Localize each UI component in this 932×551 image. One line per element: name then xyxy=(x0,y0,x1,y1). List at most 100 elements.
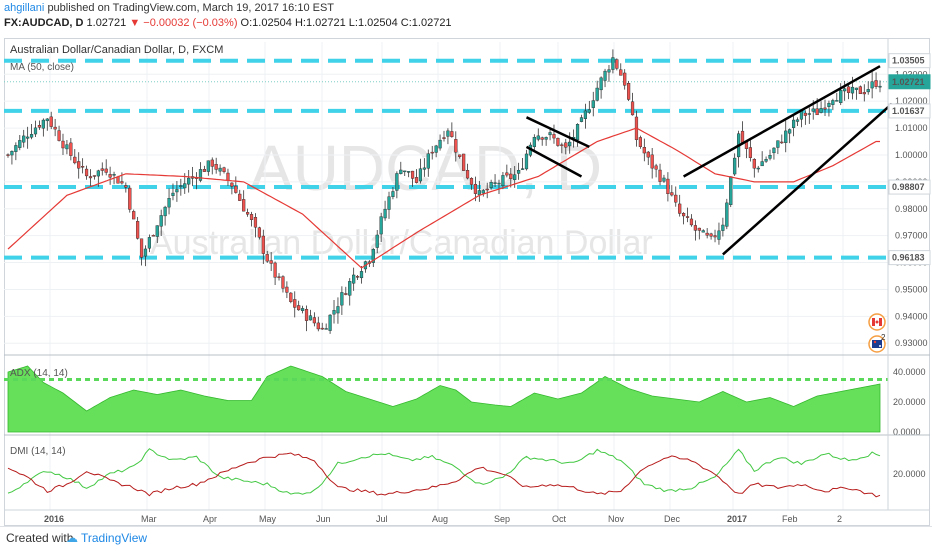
candle-body xyxy=(414,177,419,183)
candle-body xyxy=(587,109,591,113)
candle-body xyxy=(465,170,470,179)
time-tick-label: Aug xyxy=(432,514,448,524)
price-tick-label: 1.02000 xyxy=(895,96,928,106)
candle-body xyxy=(854,87,859,90)
candle-body xyxy=(96,170,100,177)
chart-canvas[interactable]: AUDCAD, D Australian Dollar/Canadian Dol… xyxy=(0,0,932,526)
price-tick-label: 1.03000 xyxy=(895,69,928,79)
candle-body xyxy=(607,69,611,73)
candle-body xyxy=(493,182,497,184)
candle-body xyxy=(446,130,450,137)
candle-body xyxy=(458,154,462,157)
candle-body xyxy=(407,171,411,173)
candle-body xyxy=(823,107,827,110)
candle-body xyxy=(77,161,81,169)
candle-body xyxy=(84,168,89,177)
candle-body xyxy=(575,124,580,141)
australia-flag-icon[interactable]: 2 xyxy=(868,333,886,353)
adx-pane xyxy=(4,365,888,433)
candle-body xyxy=(61,140,65,149)
time-tick-label: 2 xyxy=(837,514,842,524)
candle-body xyxy=(505,172,509,176)
trendline xyxy=(722,102,893,256)
candle-body xyxy=(375,234,379,248)
candle-body xyxy=(791,119,796,128)
candle-body xyxy=(136,221,140,239)
candle-body xyxy=(277,276,281,278)
time-tick-label: 2017 xyxy=(727,514,747,524)
candle-body xyxy=(297,305,301,311)
candle-body xyxy=(359,271,364,279)
candle-body xyxy=(422,167,426,170)
candle-body xyxy=(843,88,847,92)
candle-body xyxy=(53,126,57,130)
adx-legend[interactable]: ADX (14, 14) xyxy=(10,368,68,379)
candle-body xyxy=(772,147,776,154)
trendline xyxy=(682,65,881,178)
time-tick-label: Feb xyxy=(782,514,798,524)
candle-body xyxy=(73,156,77,164)
candle-body xyxy=(348,281,352,296)
level-price-tag xyxy=(888,250,931,266)
candle-body xyxy=(811,108,815,112)
candle-body xyxy=(210,159,214,167)
candle-body xyxy=(858,86,862,95)
author-link[interactable]: ahgillani xyxy=(4,2,45,14)
candle-body xyxy=(760,161,764,167)
candle-body xyxy=(693,225,697,231)
svg-text:2: 2 xyxy=(881,333,886,342)
candle-body xyxy=(870,81,874,89)
symbol[interactable]: FX:AUDCAD, D xyxy=(4,17,84,29)
candle-body xyxy=(509,173,513,179)
candle-body xyxy=(579,117,584,122)
time-tick-label: Sep xyxy=(494,514,510,524)
time-tick-label: Mar xyxy=(141,514,157,524)
canada-flag-icon[interactable] xyxy=(868,313,886,331)
candle-body xyxy=(862,92,866,95)
candle-body xyxy=(100,168,104,171)
candle-body xyxy=(717,230,721,240)
dmi-legend[interactable]: DMI (14, 14) xyxy=(10,446,66,457)
candle-body xyxy=(257,227,261,238)
candle-body xyxy=(242,199,246,212)
candle-body xyxy=(163,206,167,217)
candle-body xyxy=(780,141,784,144)
candle-body xyxy=(293,299,297,308)
candle-body xyxy=(583,110,588,119)
time-tick-label: May xyxy=(259,514,277,524)
candle-body xyxy=(37,125,42,128)
price-tick-label: 1.00000 xyxy=(895,150,928,160)
candle-body xyxy=(344,293,348,295)
candle-body xyxy=(619,69,623,76)
candle-body xyxy=(57,130,61,141)
candle-body xyxy=(866,89,870,93)
down-arrow-icon: ▼ xyxy=(129,17,141,29)
candle-body xyxy=(22,135,26,143)
tradingview-logo[interactable]: TradingView xyxy=(66,531,147,545)
price-tick-label: 0.94000 xyxy=(895,311,928,321)
candles xyxy=(6,49,882,334)
candle-body xyxy=(481,190,485,194)
candle-body xyxy=(748,147,752,158)
publish-line: ahgillani published on TradingView.com, … xyxy=(4,2,334,14)
candle-body xyxy=(819,108,823,113)
candle-body xyxy=(650,154,654,169)
dmi-tick-label: 20.0000 xyxy=(893,469,926,479)
candle-body xyxy=(281,276,285,289)
candle-body xyxy=(740,130,745,143)
candle-body xyxy=(815,108,819,116)
candle-body xyxy=(733,157,737,175)
candle-body xyxy=(308,315,313,321)
candle-body xyxy=(595,87,599,101)
candle-body xyxy=(611,57,615,70)
candle-body xyxy=(14,145,18,152)
candle-body xyxy=(214,164,218,170)
candle-body xyxy=(489,182,493,188)
candle-body xyxy=(756,167,760,170)
candle-body xyxy=(383,208,387,219)
candle-body xyxy=(721,224,725,231)
candle-body xyxy=(501,175,505,186)
candle-body xyxy=(395,173,399,191)
ma-legend[interactable]: MA (50, close) xyxy=(10,62,74,73)
candle-body xyxy=(124,185,128,188)
